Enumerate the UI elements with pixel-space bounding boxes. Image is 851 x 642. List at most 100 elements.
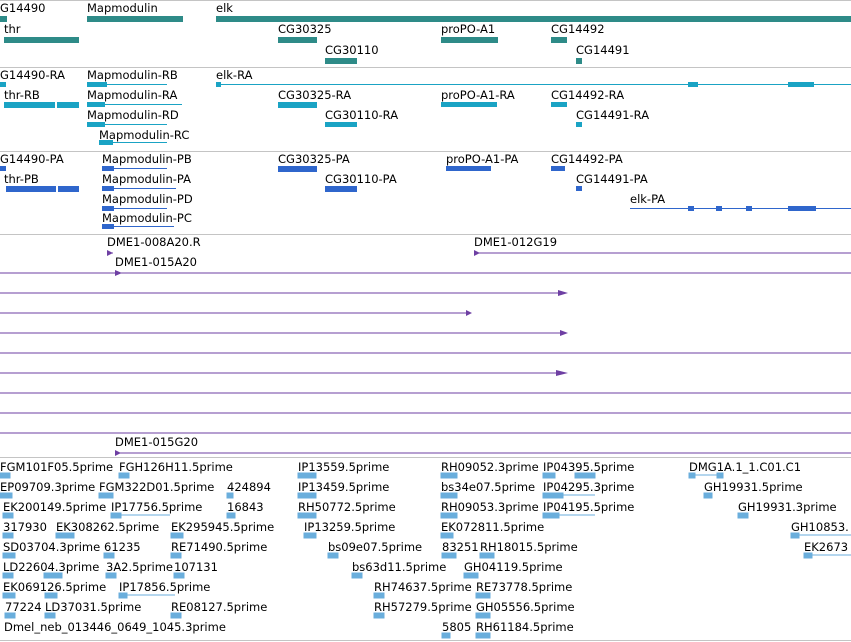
est-feature[interactable] [4, 612, 16, 619]
gene-feature[interactable] [551, 37, 567, 43]
rna-label[interactable]: Mapmodulin-RB [87, 68, 178, 82]
est-label[interactable]: GH05556.5prime [476, 600, 575, 614]
est-feature[interactable] [43, 572, 63, 579]
est-feature[interactable] [170, 532, 184, 539]
est-feature[interactable] [737, 512, 749, 519]
protein-label[interactable]: CG30325-PA [278, 152, 350, 166]
est-feature[interactable] [2, 572, 14, 579]
protein-label[interactable]: thr-PB [4, 172, 39, 186]
est-label[interactable]: RH61184.5prime [476, 620, 574, 634]
protein-label[interactable]: CG14491-PA [576, 172, 648, 186]
protein-label[interactable]: proPO-A1-PA [446, 152, 519, 166]
est-feature[interactable] [297, 492, 317, 499]
est-label[interactable]: EK200149.5prime [3, 500, 107, 514]
est-label[interactable]: IP04395.5prime [543, 460, 635, 474]
gene-feature[interactable] [4, 37, 79, 43]
protein-feature[interactable] [446, 166, 491, 171]
est-feature[interactable] [475, 612, 491, 619]
rna-feature[interactable] [576, 122, 582, 127]
est-feature[interactable] [173, 572, 185, 579]
rna-label[interactable]: CG14492-RA [551, 88, 625, 102]
est-feature[interactable] [479, 552, 495, 559]
protein-feature[interactable] [102, 186, 114, 191]
est-label[interactable]: EK295945.5prime [171, 520, 275, 534]
protein-feature[interactable] [688, 206, 694, 211]
rna-feature[interactable] [216, 82, 221, 87]
est-feature[interactable] [440, 532, 454, 539]
rna-feature[interactable] [87, 102, 105, 107]
rna-feature[interactable] [325, 122, 357, 127]
est-label[interactable]: RH09053.3prime [441, 500, 539, 514]
est-label[interactable]: GH10853. [791, 520, 849, 534]
est-feature[interactable] [2, 592, 16, 599]
est-label[interactable]: bs09e07.5prime [328, 540, 423, 554]
rna-feature[interactable] [441, 102, 497, 107]
est-label[interactable]: RH18015.5prime [480, 540, 578, 554]
est-feature[interactable] [226, 492, 234, 499]
gene-feature[interactable] [278, 37, 317, 43]
protein-label[interactable]: elk-PA [630, 192, 666, 206]
est-label[interactable]: 61235 [104, 540, 141, 554]
est-feature[interactable] [44, 612, 56, 619]
est-label[interactable]: EK2673 [804, 540, 849, 554]
clone-label[interactable]: DME1-008A20.R [107, 235, 201, 249]
gene-label[interactable]: CG30110 [325, 43, 379, 57]
est-feature[interactable] [2, 512, 14, 519]
est-label[interactable]: GH19931.5prime [704, 480, 803, 494]
est-feature[interactable] [351, 572, 363, 579]
est-feature[interactable] [98, 492, 114, 499]
est-feature[interactable] [716, 472, 724, 479]
est-feature[interactable] [440, 472, 458, 479]
est-label[interactable]: IP17756.5prime [111, 500, 203, 514]
protein-label[interactable]: Mapmodulin-PB [102, 152, 192, 166]
est-label[interactable]: 424894 [227, 480, 271, 494]
est-label[interactable]: Dmel_neb_013446_0649_1045.3prime [4, 620, 226, 634]
clone-label[interactable]: DME1-012G19 [474, 235, 558, 249]
est-label[interactable]: 77224 [5, 600, 42, 614]
rna-label[interactable]: elk-RA [216, 68, 253, 82]
gene-label[interactable]: elk [216, 1, 233, 15]
est-feature[interactable] [373, 592, 385, 599]
est-label[interactable]: 3A2.5prime [106, 560, 173, 574]
est-label[interactable]: GH19931.3prime [738, 500, 837, 514]
est-label[interactable]: 83251 [442, 540, 479, 554]
est-feature[interactable] [44, 592, 58, 599]
est-feature[interactable] [441, 632, 451, 639]
protein-label[interactable]: Mapmodulin-PA [102, 172, 191, 186]
rna-feature[interactable] [788, 82, 814, 87]
est-feature[interactable] [0, 472, 11, 479]
est-label[interactable]: GH04119.5prime [464, 560, 563, 574]
rna-label[interactable]: Mapmodulin-RD [87, 108, 179, 122]
est-label[interactable]: IP13559.5prime [298, 460, 390, 474]
est-feature[interactable] [441, 552, 457, 559]
rna-feature[interactable] [278, 102, 317, 108]
est-feature[interactable] [2, 552, 16, 559]
gene-feature[interactable] [576, 58, 582, 64]
protein-feature[interactable] [0, 166, 6, 171]
rna-label[interactable]: CG30110-RA [325, 108, 399, 122]
est-label[interactable]: IP17856.5prime [119, 580, 211, 594]
est-feature[interactable] [297, 512, 317, 519]
rna-label[interactable]: Mapmodulin-RA [87, 88, 178, 102]
est-feature[interactable] [55, 532, 75, 539]
est-label[interactable]: 107131 [174, 560, 218, 574]
protein-feature[interactable] [6, 186, 56, 192]
est-label[interactable]: EK072811.5prime [441, 520, 545, 534]
est-feature[interactable] [303, 532, 317, 539]
est-label[interactable]: FGM322D01.5prime [99, 480, 215, 494]
protein-feature[interactable] [716, 206, 722, 211]
est-feature[interactable] [440, 512, 458, 519]
gene-feature[interactable] [0, 16, 7, 22]
est-feature[interactable] [2, 532, 14, 539]
protein-feature[interactable] [102, 224, 114, 229]
gene-feature[interactable] [216, 16, 851, 22]
est-label[interactable]: RE08127.5prime [171, 600, 268, 614]
est-feature[interactable] [226, 512, 236, 519]
est-feature[interactable] [170, 612, 182, 619]
est-label[interactable]: RH50772.5prime [298, 500, 396, 514]
gene-label[interactable]: G14490 [0, 1, 46, 15]
est-feature[interactable] [703, 492, 713, 499]
rna-label[interactable]: thr-RB [4, 88, 40, 102]
clone-label[interactable]: DME1-015G20 [115, 435, 199, 449]
protein-label[interactable]: Mapmodulin-PD [102, 192, 193, 206]
